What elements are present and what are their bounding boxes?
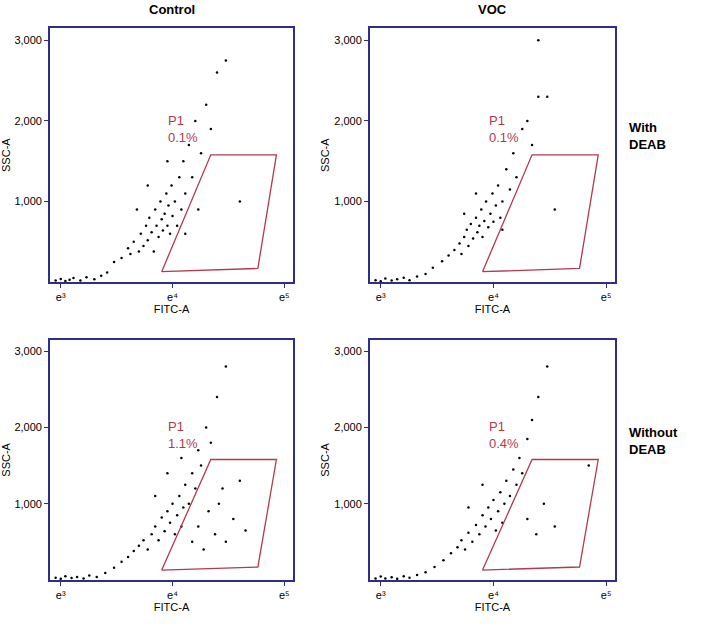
svg-text:FITC-A: FITC-A [475,601,511,613]
svg-text:e³: e³ [56,291,66,303]
svg-text:FITC-A: FITC-A [154,601,190,613]
svg-text:2,000: 2,000 [14,115,42,127]
svg-text:e⁵: e⁵ [601,589,612,601]
svg-text:SSC-A: SSC-A [319,442,331,476]
svg-text:1,000: 1,000 [14,498,42,510]
svg-text:2,000: 2,000 [334,421,362,433]
svg-text:P11.1%: P11.1% [168,419,198,451]
svg-text:e³: e³ [376,589,386,601]
svg-text:e³: e³ [56,589,66,601]
svg-text:Control: Control [149,2,195,17]
svg-text:SSC-A: SSC-A [0,138,12,172]
svg-text:e³: e³ [376,291,386,303]
svg-text:e⁵: e⁵ [601,291,612,303]
svg-text:P10.4%: P10.4% [489,419,519,451]
svg-text:FITC-A: FITC-A [154,303,190,315]
svg-text:2,000: 2,000 [14,421,42,433]
svg-text:WithDEAB: WithDEAB [629,120,666,152]
svg-text:e⁵: e⁵ [279,291,290,303]
svg-text:e⁴: e⁴ [488,291,499,303]
svg-text:2,000: 2,000 [334,115,362,127]
svg-text:VOC: VOC [478,2,507,17]
svg-text:P10.1%: P10.1% [168,113,198,145]
svg-text:e⁴: e⁴ [488,589,499,601]
svg-text:1,000: 1,000 [334,195,362,207]
svg-text:3,000: 3,000 [334,34,362,46]
svg-text:FITC-A: FITC-A [475,303,511,315]
svg-text:WithoutDEAB: WithoutDEAB [629,425,678,457]
svg-text:P10.1%: P10.1% [489,113,519,145]
svg-text:SSC-A: SSC-A [0,442,12,476]
svg-text:e⁴: e⁴ [167,589,178,601]
svg-text:3,000: 3,000 [14,34,42,46]
svg-text:1,000: 1,000 [334,498,362,510]
svg-text:SSC-A: SSC-A [319,138,331,172]
svg-text:3,000: 3,000 [14,345,42,357]
svg-text:e⁴: e⁴ [167,291,178,303]
svg-text:3,000: 3,000 [334,345,362,357]
svg-text:e⁵: e⁵ [279,589,290,601]
svg-text:1,000: 1,000 [14,195,42,207]
